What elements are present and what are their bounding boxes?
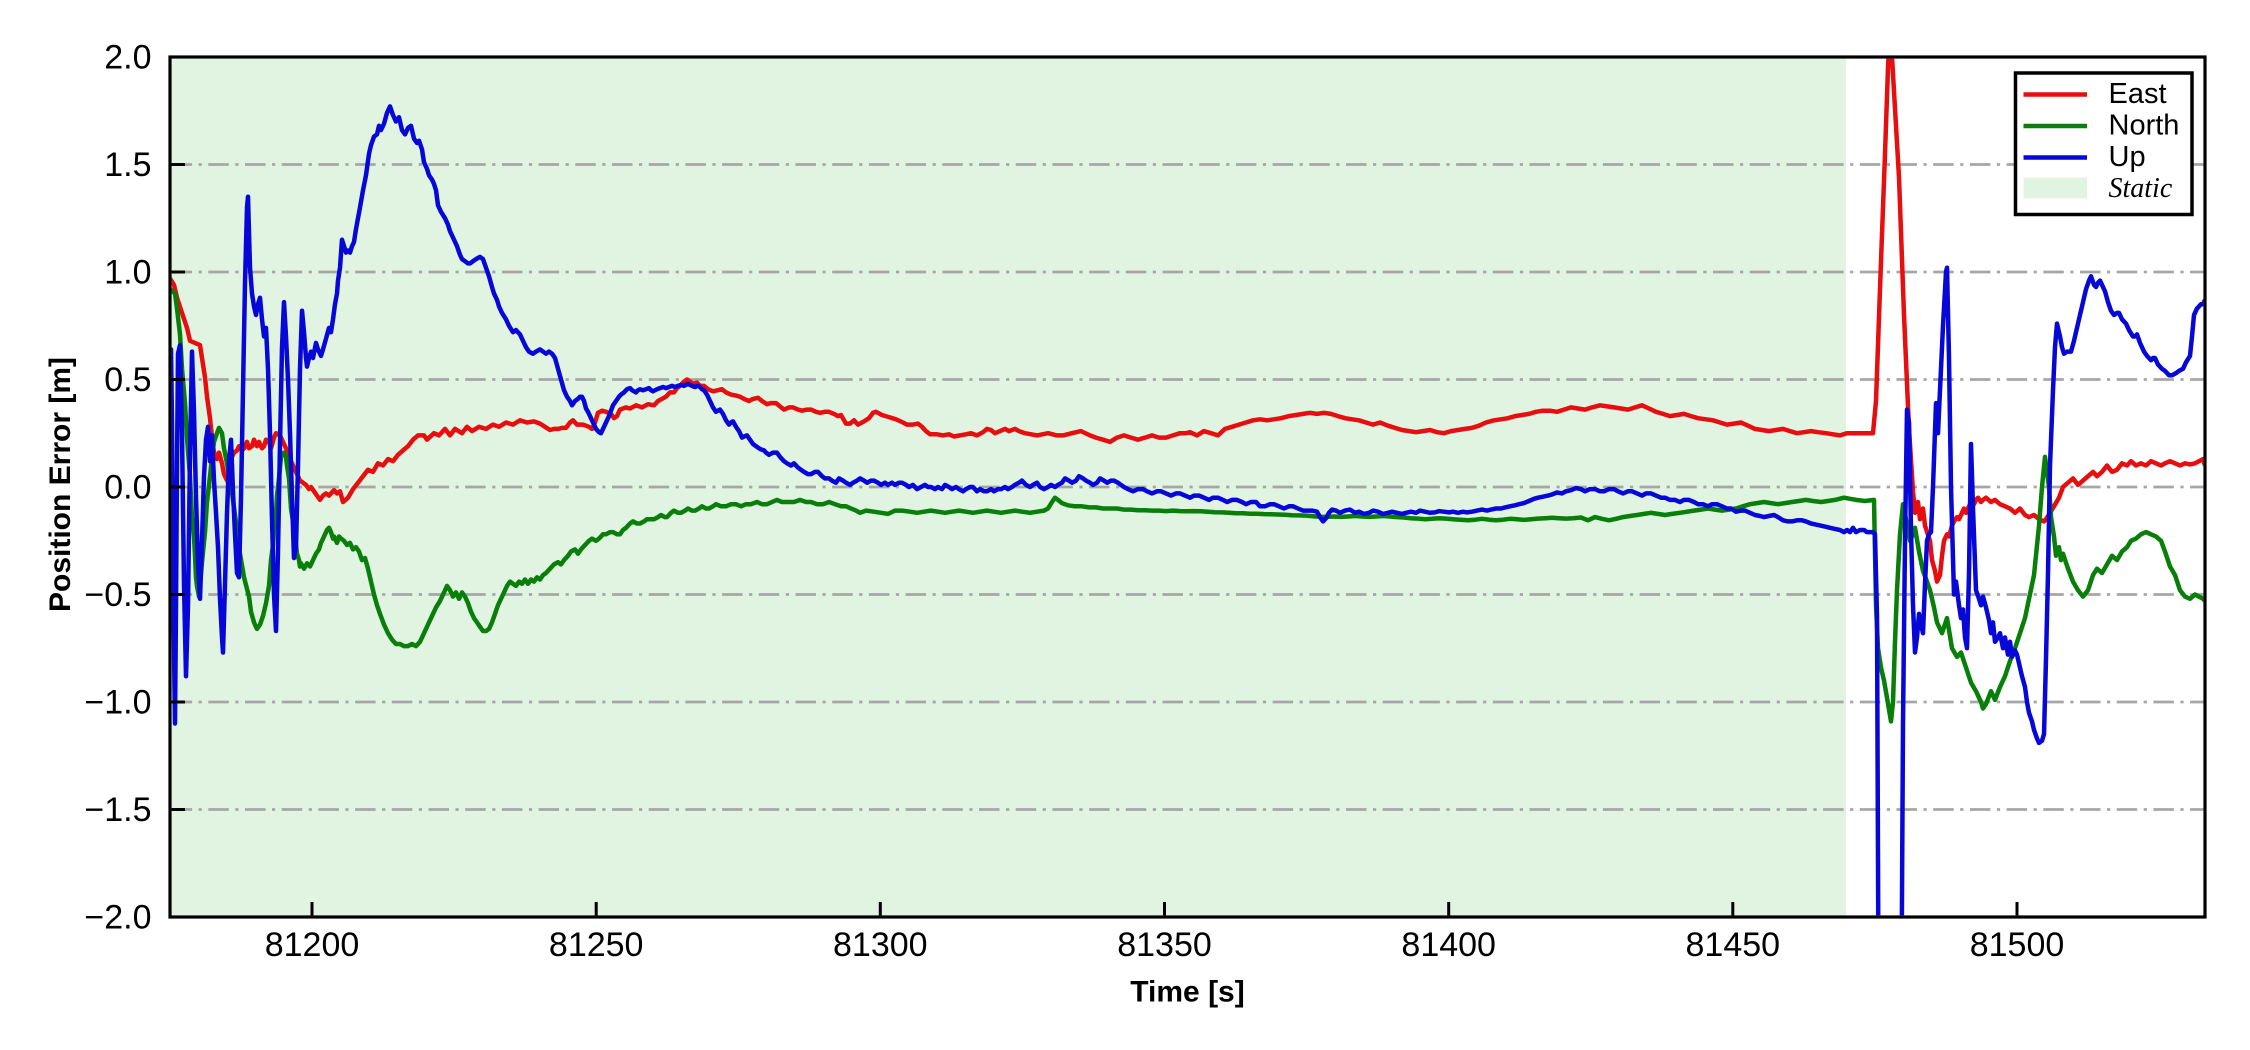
svg-text:81500: 81500: [1970, 926, 2065, 964]
svg-text:1.0: 1.0: [104, 254, 151, 292]
svg-text:81250: 81250: [549, 926, 644, 964]
svg-text:81350: 81350: [1117, 926, 1212, 964]
svg-text:1.5: 1.5: [104, 146, 151, 184]
svg-text:Up: Up: [2109, 141, 2146, 173]
svg-text:81400: 81400: [1401, 926, 1496, 964]
svg-text:81450: 81450: [1686, 926, 1781, 964]
svg-text:Position Error [m]: Position Error [m]: [44, 357, 77, 612]
svg-text:0.0: 0.0: [104, 469, 151, 507]
svg-text:81200: 81200: [265, 926, 360, 964]
svg-text:81300: 81300: [833, 926, 928, 964]
svg-text:Time [s]: Time [s]: [1130, 976, 1244, 1009]
svg-text:−1.0: −1.0: [84, 684, 151, 722]
svg-text:−1.5: −1.5: [84, 791, 151, 829]
svg-text:−2.0: −2.0: [84, 899, 151, 937]
svg-text:−0.5: −0.5: [84, 576, 151, 614]
svg-text:East: East: [2109, 78, 2167, 110]
svg-text:North: North: [2109, 110, 2180, 142]
svg-text:2.0: 2.0: [104, 39, 151, 77]
svg-text:Static: Static: [2109, 173, 2173, 204]
svg-text:0.5: 0.5: [104, 361, 151, 399]
